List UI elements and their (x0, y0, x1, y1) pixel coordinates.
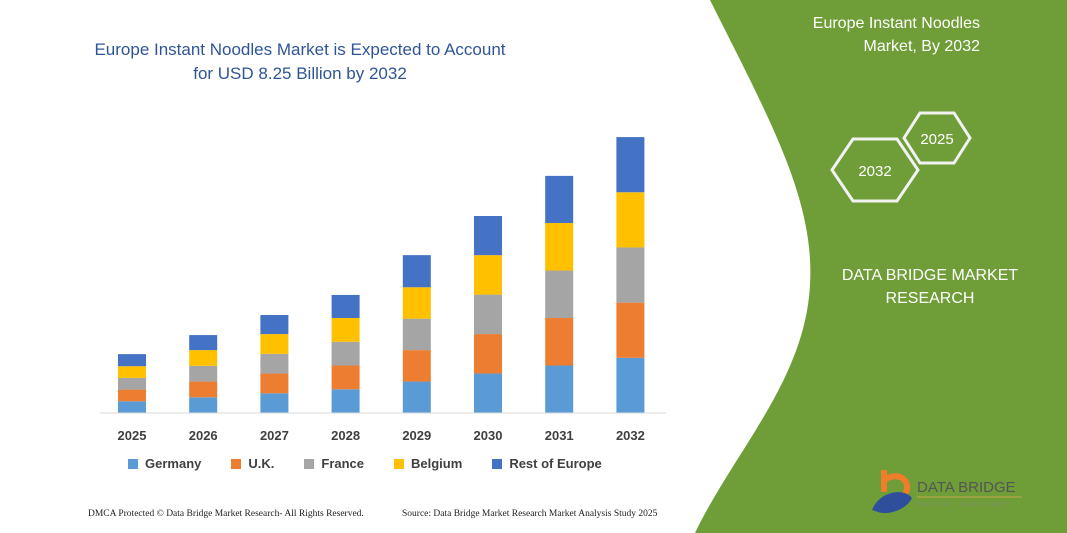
bar-2028-belgium (331, 318, 360, 342)
side-title-line1: Europe Instant Noodles (812, 15, 980, 32)
legend-swatch (128, 458, 138, 469)
footer-source: Source: Data Bridge Market Research Mark… (402, 509, 658, 519)
bar-2028-france (331, 341, 360, 366)
green-panel (695, 0, 1067, 533)
x-tick-label: 2028 (331, 428, 360, 443)
hexagon-2025 (902, 111, 972, 165)
data-bridge-logo (872, 470, 912, 514)
bar-2025-rest-of-europe (118, 354, 146, 367)
bar-2026-france (189, 365, 218, 382)
x-tick-label: 2032 (616, 428, 645, 443)
bar-2025-u-k- (118, 389, 146, 402)
brand-line1: DATA BRIDGE MARKET (841, 267, 1019, 284)
legend-label: Belgium (411, 456, 463, 471)
legend: Germany U.K. France Belgium Rest of Europe (128, 456, 632, 471)
x-tick-label: 2031 (545, 428, 574, 443)
brand-name: DATA BRIDGE MARKET RESEARCH (820, 264, 1040, 310)
bar-2027-u-k- (260, 373, 289, 394)
bar-2027-germany (260, 393, 289, 413)
x-ticks: 2025 2026 2027 2028 2029 2030 2031 2032 (118, 428, 645, 443)
hexagon-2032 (830, 137, 920, 203)
bar-2032-germany (616, 357, 645, 413)
bar-2030-france (474, 294, 502, 335)
legend-item: Germany (128, 456, 201, 471)
bar-2025-france (118, 377, 146, 390)
bar-2026-belgium (189, 350, 218, 366)
legend-swatch (394, 458, 405, 469)
legend-item: Rest of Europe (492, 456, 602, 471)
x-tick-label: 2026 (189, 428, 218, 443)
side-title: Europe Instant Noodles Market, By 2032 (770, 12, 980, 58)
bar-2026-germany (189, 397, 218, 413)
chart-title: Europe Instant Noodles Market is Expecte… (94, 40, 506, 83)
bar-2031-germany (545, 365, 574, 413)
bar-2032-u-k- (616, 302, 645, 358)
bar-2029-rest-of-europe (402, 255, 431, 288)
bar-2029-germany (402, 381, 431, 413)
bar-2030-rest-of-europe (474, 216, 502, 256)
bar-2031-belgium (545, 223, 574, 271)
bar-2030-u-k- (474, 334, 502, 374)
legend-label: U.K. (248, 456, 275, 471)
bar-2027-rest-of-europe (260, 315, 289, 335)
bar-2028-germany (331, 389, 360, 413)
bar-2031-france (545, 270, 574, 319)
x-tick-label: 2030 (474, 428, 503, 443)
legend-label: France (321, 456, 365, 471)
brand-line2: RESEARCH (885, 290, 975, 307)
bar-2025-belgium (118, 366, 146, 378)
bar-2027-belgium (260, 334, 289, 354)
bar-2027-france (260, 353, 289, 374)
bar-2030-belgium (474, 255, 502, 295)
footer-copyright: DMCA Protected © Data Bridge Market Rese… (88, 509, 364, 519)
legend-item: France (304, 456, 364, 471)
bar-2029-france (402, 318, 431, 351)
bar-2032-france (616, 247, 645, 303)
legend-label: Rest of Europe (509, 456, 602, 471)
legend-swatch (492, 458, 503, 469)
bar-2031-rest-of-europe (545, 175, 574, 224)
x-tick-label: 2029 (402, 428, 431, 443)
side-title-line2: Market, By 2032 (863, 38, 981, 55)
hex-start-year: 2025 (920, 131, 953, 148)
bar-2030-germany (474, 373, 502, 413)
logo-subtext: MARKET RESEARCH (917, 502, 1012, 508)
bar-2028-rest-of-europe (331, 294, 360, 319)
bar-2029-u-k- (402, 350, 431, 382)
legend-swatch (231, 458, 242, 469)
x-tick-label: 2027 (260, 428, 289, 443)
legend-label: Germany (145, 456, 202, 471)
x-tick-label: 2025 (118, 428, 147, 443)
logo-text: DATA BRIDGE (917, 479, 1016, 496)
bar-2032-rest-of-europe (616, 137, 645, 193)
hex-end-year: 2032 (858, 163, 891, 180)
legend-swatch (304, 458, 315, 469)
bar-2029-belgium (402, 287, 431, 319)
bars-group (118, 137, 645, 413)
bar-2025-germany (118, 401, 146, 413)
bar-2026-u-k- (189, 381, 218, 398)
legend-item: Belgium (394, 456, 462, 471)
bar-2028-u-k- (331, 365, 360, 390)
bar-2031-u-k- (545, 318, 574, 366)
bar-2032-belgium (616, 192, 645, 248)
bar-2026-rest-of-europe (189, 335, 218, 351)
legend-item: U.K. (231, 456, 274, 471)
